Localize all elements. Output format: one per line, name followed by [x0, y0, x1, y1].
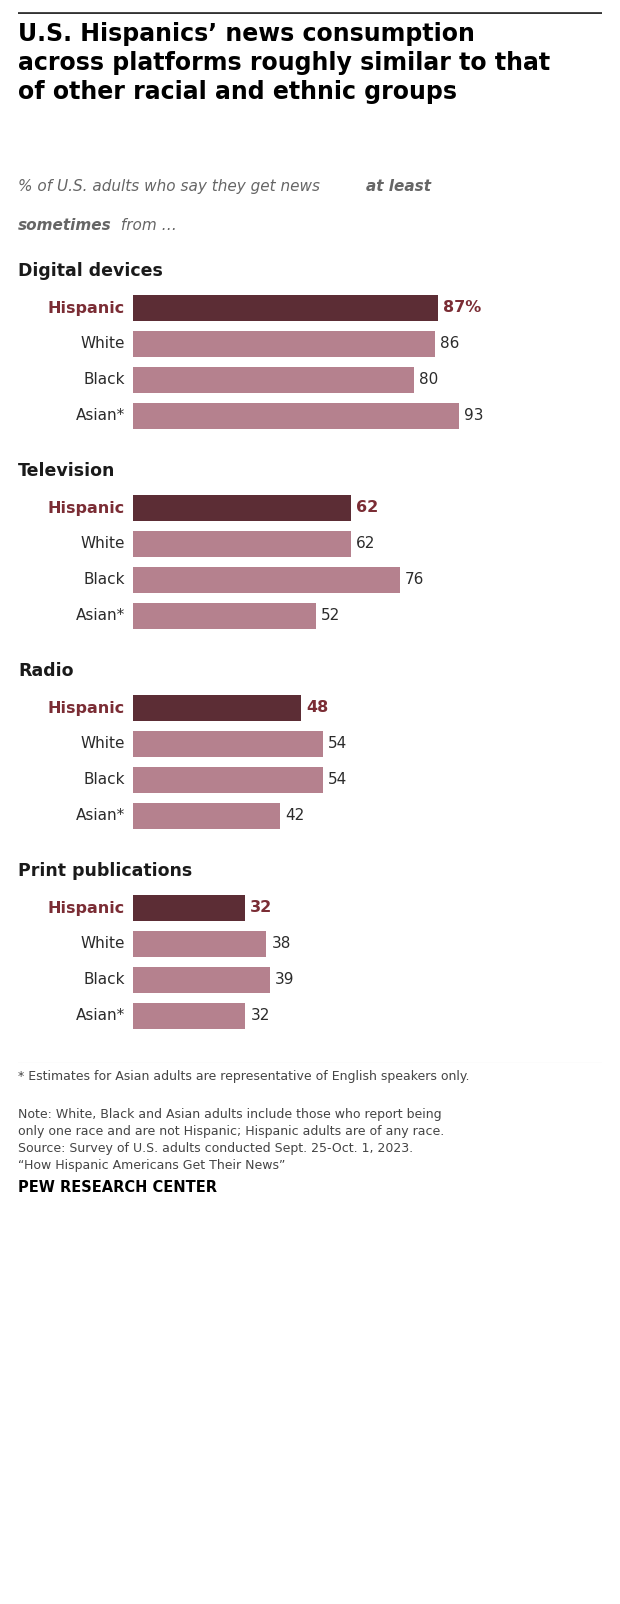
Text: 39: 39 [275, 972, 294, 988]
Text: Asian*: Asian* [76, 808, 125, 823]
Text: White: White [81, 536, 125, 552]
Text: White: White [81, 736, 125, 752]
Text: 62: 62 [356, 500, 378, 515]
Text: Black: Black [84, 972, 125, 988]
Text: Hispanic: Hispanic [48, 701, 125, 715]
Text: Note: White, Black and Asian adults include those who report being
only one race: Note: White, Black and Asian adults incl… [18, 1108, 445, 1173]
Text: Digital devices: Digital devices [18, 261, 163, 281]
Text: Asian*: Asian* [76, 1009, 125, 1023]
Text: Black: Black [84, 573, 125, 587]
Text: 52: 52 [321, 608, 340, 624]
Text: 62: 62 [356, 536, 375, 552]
Text: Radio: Radio [18, 662, 74, 680]
Text: 76: 76 [405, 573, 424, 587]
Text: Hispanic: Hispanic [48, 300, 125, 316]
Text: U.S. Hispanics’ news consumption
across platforms roughly similar to that
of oth: U.S. Hispanics’ news consumption across … [18, 22, 550, 104]
Text: 87%: 87% [443, 300, 482, 316]
Text: at least: at least [366, 180, 431, 194]
Text: Hispanic: Hispanic [48, 900, 125, 916]
Text: Print publications: Print publications [18, 861, 192, 881]
Text: % of U.S. adults who say they get news: % of U.S. adults who say they get news [18, 180, 325, 194]
Text: White: White [81, 337, 125, 351]
Text: 86: 86 [440, 337, 459, 351]
Text: 42: 42 [285, 808, 304, 823]
Text: * Estimates for Asian adults are representative of English speakers only.: * Estimates for Asian adults are represe… [18, 1070, 469, 1083]
Text: 32: 32 [250, 1009, 270, 1023]
Text: from …: from … [116, 218, 177, 233]
Text: 38: 38 [272, 937, 291, 951]
Text: 48: 48 [306, 701, 329, 715]
Text: 93: 93 [464, 409, 484, 423]
Text: Asian*: Asian* [76, 608, 125, 624]
Text: Black: Black [84, 773, 125, 788]
Text: White: White [81, 937, 125, 951]
Text: Asian*: Asian* [76, 409, 125, 423]
Text: Hispanic: Hispanic [48, 500, 125, 515]
Text: PEW RESEARCH CENTER: PEW RESEARCH CENTER [18, 1181, 217, 1195]
Text: 32: 32 [250, 900, 273, 916]
Text: Television: Television [18, 462, 115, 480]
Text: 54: 54 [327, 736, 347, 752]
Text: sometimes: sometimes [18, 218, 112, 233]
Text: 54: 54 [327, 773, 347, 788]
Text: Black: Black [84, 372, 125, 388]
Text: 80: 80 [418, 372, 438, 388]
